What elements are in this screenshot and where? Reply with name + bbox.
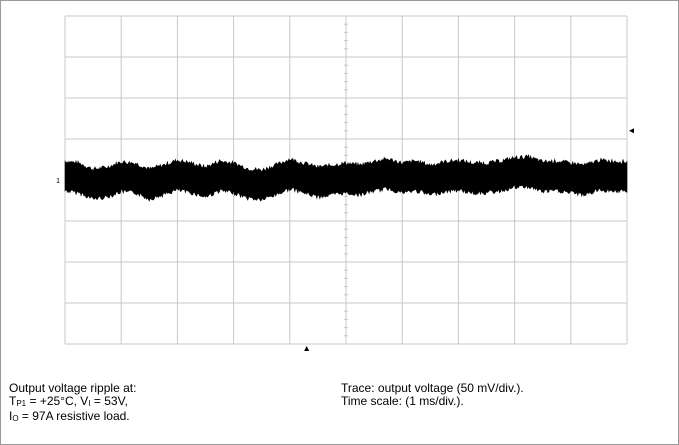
caption-left-line1: Output voltage ripple at: [9,381,137,395]
channel-label: 1 [56,178,60,185]
caption-right: Trace: output voltage (50 mV/div.). Time… [341,382,524,408]
caption-left-line2: TP1 = +25°C, VI = 53V, [9,394,128,409]
ripple-band [64,153,628,202]
scope-markers: 1 [56,128,634,351]
caption-right-line1: Trace: output voltage (50 mV/div.). [341,381,524,395]
caption-left: Output voltage ripple at: TP1 = +25°C, V… [9,382,136,425]
trigger-level-arrow [629,128,634,134]
ripple-trace [64,153,628,202]
caption-left-line3: IO = 97A resistive load. [9,409,130,424]
caption-right-line2: Time scale: (1 ms/div.). [341,394,464,408]
trigger-position-arrow [304,346,310,351]
